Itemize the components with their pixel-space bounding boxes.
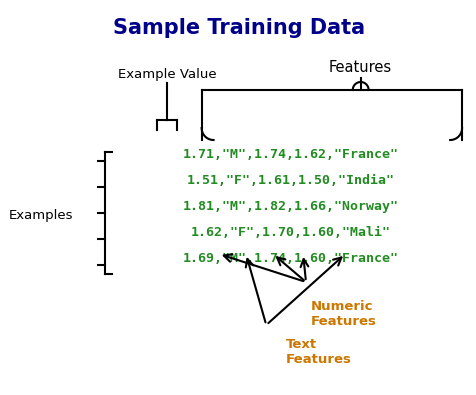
Text: 1.71,"M",1.74,1.62,"France": 1.71,"M",1.74,1.62,"France" <box>183 148 398 161</box>
Text: 1.81,"M",1.82,1.66,"Norway": 1.81,"M",1.82,1.66,"Norway" <box>183 200 398 213</box>
Text: 1.51,"F",1.61,1.50,"India": 1.51,"F",1.61,1.50,"India" <box>187 174 394 187</box>
Text: Numeric
Features: Numeric Features <box>310 300 376 328</box>
Text: Features: Features <box>328 60 391 75</box>
Text: Example Value: Example Value <box>117 68 216 81</box>
Text: 1.69,"M",1.74,1.60,"France": 1.69,"M",1.74,1.60,"France" <box>183 252 398 265</box>
Text: Examples: Examples <box>8 209 73 222</box>
Text: 1.62,"F",1.70,1.60,"Mali": 1.62,"F",1.70,1.60,"Mali" <box>191 226 390 239</box>
Text: Sample Training Data: Sample Training Data <box>113 18 365 38</box>
Text: Text
Features: Text Features <box>286 338 351 366</box>
